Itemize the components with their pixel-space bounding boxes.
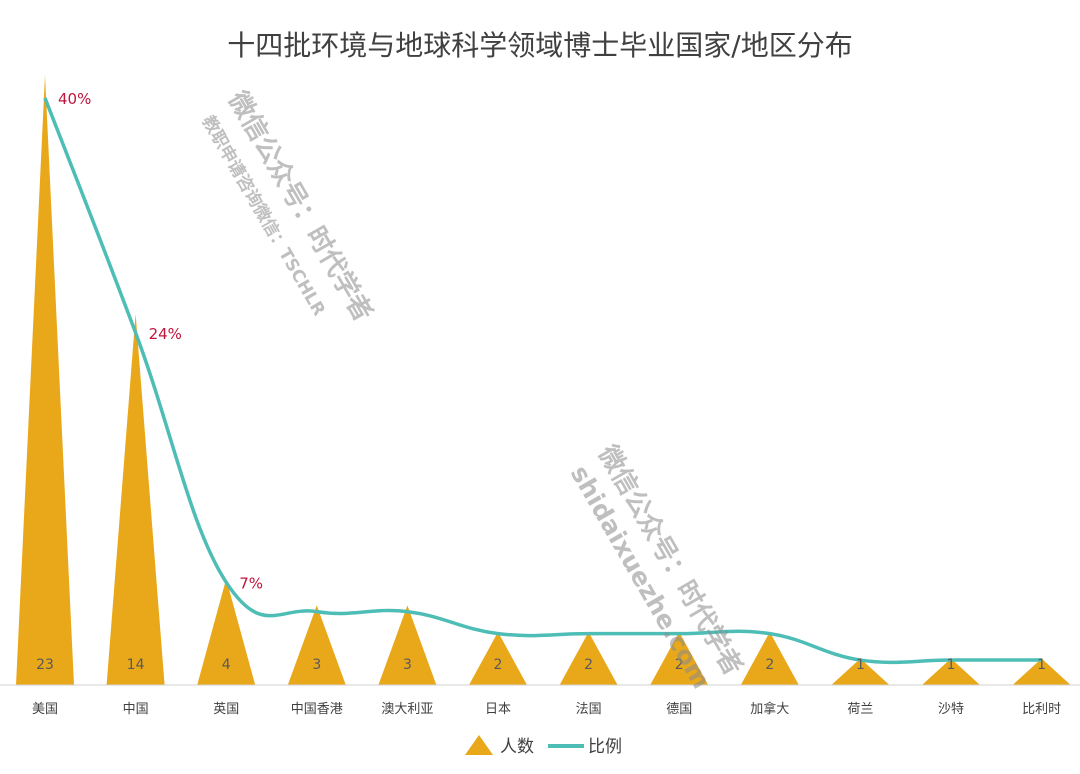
bar-triangle bbox=[469, 631, 527, 685]
ratio-point-label: 24% bbox=[149, 325, 182, 343]
category-label: 美国 bbox=[32, 702, 58, 717]
category-label: 英国 bbox=[213, 702, 239, 717]
bar-value-label: 4 bbox=[222, 657, 231, 673]
category-label: 中国 bbox=[123, 702, 149, 717]
bar-value-label: 3 bbox=[312, 657, 321, 673]
category-label: 加拿大 bbox=[750, 701, 789, 717]
category-label: 比利时 bbox=[1022, 702, 1061, 717]
category-label: 中国香港 bbox=[291, 702, 343, 717]
category-label: 荷兰 bbox=[847, 702, 873, 717]
category-axis: 美国 中国 英国 中国香港 澳大利亚 日本 法国 德国 加拿大 荷兰 沙特 比利时 bbox=[32, 701, 1061, 717]
chart-title: 十四批环境与地球科学领域博士毕业国家/地区分布 bbox=[227, 29, 852, 62]
bar-triangle bbox=[831, 658, 890, 685]
bar-triangle bbox=[922, 658, 980, 685]
labels-layer: 23 14 4 3 3 2 2 2 2 1 1 1 40% 24% 7% bbox=[36, 90, 1046, 673]
ratio-point-label: 7% bbox=[239, 574, 263, 592]
legend-swatch-triangle bbox=[465, 735, 493, 755]
legend: 人数 比例 bbox=[465, 735, 622, 757]
bar-value-label: 2 bbox=[675, 657, 684, 673]
bar-value-label: 1 bbox=[947, 657, 956, 673]
bar-triangle bbox=[1012, 658, 1071, 685]
category-label: 日本 bbox=[485, 702, 511, 717]
legend-label-count: 人数 bbox=[500, 737, 534, 757]
bar-triangle bbox=[740, 631, 799, 685]
bar-triangle bbox=[650, 631, 709, 685]
category-label: 法国 bbox=[576, 702, 602, 717]
bar-value-label: 3 bbox=[403, 657, 412, 673]
bar-value-label: 2 bbox=[584, 657, 593, 673]
watermark-upper: 微信公众号：时代学者 教职申请咨询微信：TSCHLR bbox=[197, 85, 379, 327]
bar-value-label: 2 bbox=[765, 657, 774, 673]
ratio-line bbox=[43, 97, 1042, 665]
bar-triangle bbox=[16, 75, 74, 685]
line-layer bbox=[43, 97, 1042, 665]
legend-label-ratio: 比例 bbox=[588, 737, 622, 757]
category-label: 澳大利亚 bbox=[381, 701, 433, 717]
bar-value-label: 1 bbox=[856, 657, 865, 673]
bar-value-label: 23 bbox=[36, 657, 54, 673]
bar-value-label: 14 bbox=[127, 657, 145, 673]
ratio-point-label: 40% bbox=[58, 90, 91, 108]
bar-triangle bbox=[287, 605, 346, 685]
bar-value-label: 2 bbox=[494, 657, 503, 673]
category-label: 德国 bbox=[666, 702, 692, 717]
bar-triangle bbox=[197, 578, 256, 685]
bar-triangle bbox=[559, 631, 618, 685]
category-label: 沙特 bbox=[938, 702, 964, 717]
bar-triangle bbox=[378, 605, 437, 685]
bar-triangle bbox=[106, 313, 165, 685]
bars-layer bbox=[16, 75, 1071, 685]
bar-value-label: 1 bbox=[1037, 657, 1046, 673]
